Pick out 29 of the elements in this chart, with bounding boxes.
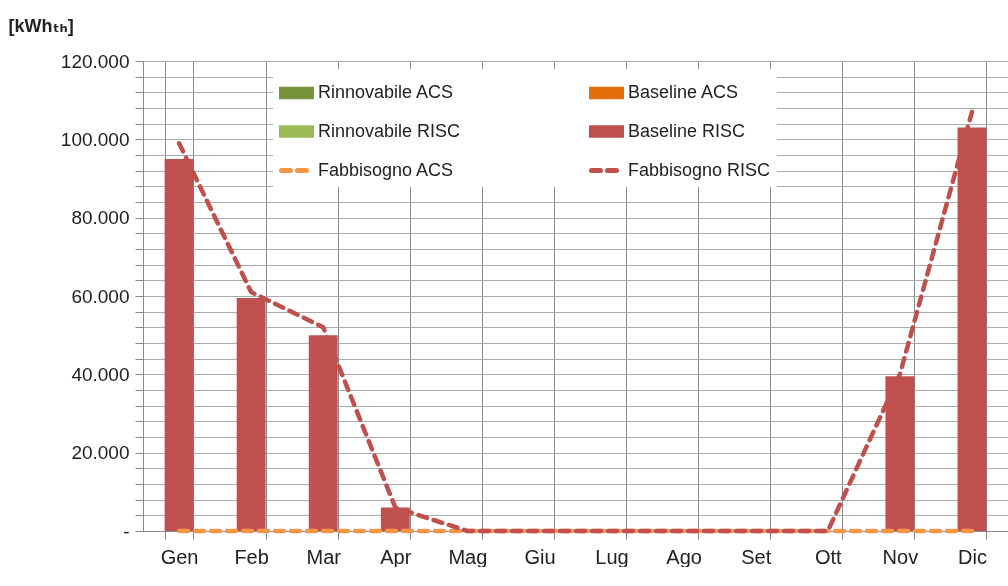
x-tick-label: Feb xyxy=(234,545,269,568)
y-tick-label: - xyxy=(123,520,130,542)
x-tick-label: Ago xyxy=(666,545,702,568)
x-tick-label: Mag xyxy=(448,545,488,568)
x-tick-label: Gen xyxy=(160,545,199,568)
x-tick-label: Giu xyxy=(524,545,556,568)
x-tick-label: Nov xyxy=(882,545,919,568)
y-tick-label: 20.000 xyxy=(71,442,130,464)
y-tick-label: 40.000 xyxy=(71,363,130,385)
y-axis-title: [kWhₜₕ] xyxy=(8,15,74,36)
x-tick-label: Set xyxy=(741,545,772,568)
legend-label: Baseline ACS xyxy=(628,81,739,102)
legend-label: Fabbisogno RISC xyxy=(628,159,771,180)
x-tick-label: Apr xyxy=(380,545,412,568)
legend-label: Rinnovabile RISC xyxy=(318,120,461,141)
x-tick-label: Dic xyxy=(958,545,987,568)
x-tick-label: Lug xyxy=(595,545,629,568)
bar xyxy=(236,297,266,531)
legend-label: Rinnovabile ACS xyxy=(318,81,454,102)
y-tick-label: 100.000 xyxy=(60,128,130,150)
y-tick-label: 80.000 xyxy=(71,207,130,229)
legend-label: Baseline RISC xyxy=(628,120,746,141)
x-tick-label: Mar xyxy=(306,545,342,568)
bar xyxy=(308,335,338,531)
y-tick-label: 120.000 xyxy=(60,50,130,72)
legend-label: Fabbisogno ACS xyxy=(318,159,454,180)
x-tick-label: Ott xyxy=(814,545,843,568)
y-tick-label: 60.000 xyxy=(71,285,130,307)
bar xyxy=(885,376,915,531)
